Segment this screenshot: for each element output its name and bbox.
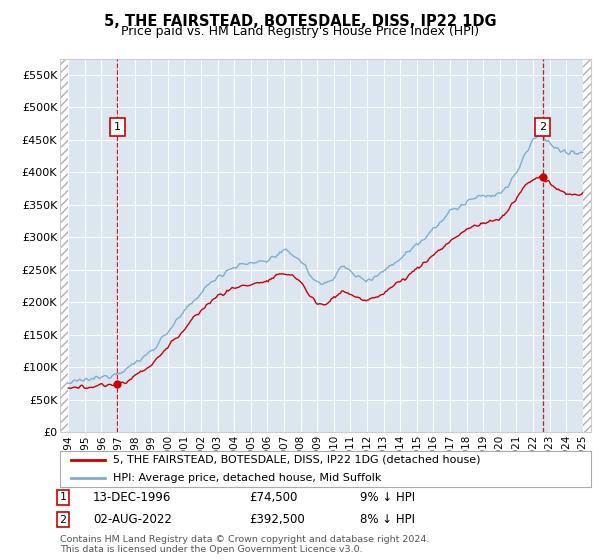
Text: £74,500: £74,500 [249,491,298,504]
Point [113,379,122,388]
Text: 13-DEC-1996: 13-DEC-1996 [93,491,172,504]
Text: 1: 1 [114,122,121,132]
Text: 2: 2 [539,122,546,132]
Text: Price paid vs. HM Land Registry's House Price Index (HPI): Price paid vs. HM Land Registry's House … [121,25,479,38]
Bar [60,59,68,432]
Text: 9% ↓ HPI: 9% ↓ HPI [360,491,415,504]
Text: 8% ↓ HPI: 8% ↓ HPI [360,513,415,526]
Text: £392,500: £392,500 [249,513,305,526]
Text: 5, THE FAIRSTEAD, BOTESDALE, DISS, IP22 1DG (detached house): 5, THE FAIRSTEAD, BOTESDALE, DISS, IP22 … [113,455,481,465]
Text: HPI: Average price, detached house, Mid Suffolk: HPI: Average price, detached house, Mid … [113,473,382,483]
Text: 2: 2 [59,515,67,525]
Text: Contains HM Land Registry data © Crown copyright and database right 2024.
This d: Contains HM Land Registry data © Crown c… [60,535,430,554]
Text: 02-AUG-2022: 02-AUG-2022 [93,513,172,526]
Point [538,173,547,182]
Text: 5, THE FAIRSTEAD, BOTESDALE, DISS, IP22 1DG: 5, THE FAIRSTEAD, BOTESDALE, DISS, IP22 … [104,14,496,29]
Bar [583,59,591,432]
Text: 1: 1 [59,492,67,502]
